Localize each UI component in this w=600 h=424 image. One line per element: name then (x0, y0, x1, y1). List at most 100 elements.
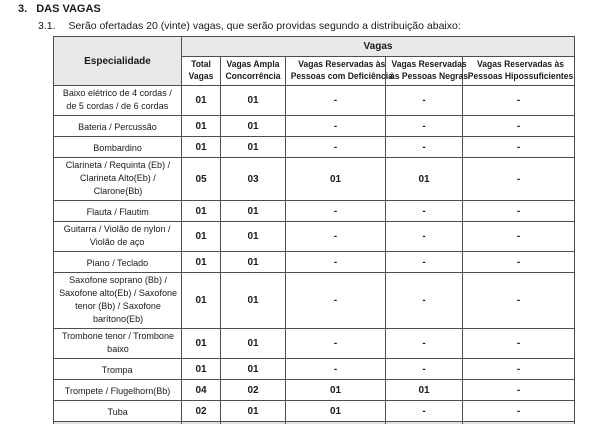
value-cell: 01 (181, 200, 221, 222)
table-row: Piano / Teclado 01 01 - - - (53, 251, 576, 273)
table-row: Guitarra / Violão de nylon / Violão de a… (53, 221, 576, 252)
value-cell: - (461, 379, 576, 401)
table-row: Bateria / Percussão 01 01 - - - (53, 115, 576, 137)
value-cell: 01 (220, 200, 286, 222)
table-row: Tuba 02 01 01 - - (53, 400, 576, 422)
value-cell: 05 (181, 157, 221, 201)
value-cell: - (461, 328, 576, 359)
value-cell: - (461, 157, 576, 201)
value-cell: - (385, 358, 463, 380)
value-cell: 01 (181, 221, 221, 252)
col-header-pessoas-hipossuficientes: Vagas Reservadas às Pessoas Hipossuficie… (461, 56, 576, 86)
clause: 3.1. Serão ofertadas 20 (vinte) vagas, q… (38, 20, 461, 32)
value-cell: - (461, 251, 576, 273)
value-cell: - (385, 200, 463, 222)
table-row: Trombone tenor / Trombone baixo 01 01 - … (53, 328, 576, 359)
especialidade-header: Especialidade (53, 36, 182, 86)
value-cell: - (385, 251, 463, 273)
value-cell: 01 (220, 85, 286, 116)
value-cell: 01 (285, 400, 386, 422)
value-cell: 01 (285, 157, 386, 201)
clause-text: Serão ofertadas 20 (vinte) vagas, que se… (68, 20, 461, 32)
value-cell: 01 (385, 157, 463, 201)
table-header-group-row: Especialidade Vagas (53, 36, 576, 86)
table-row: Trompete / Flugelhorn(Bb) 04 02 01 01 - (53, 379, 576, 401)
clause-number: 3.1. (38, 20, 56, 32)
specialty-label: Trompete / Flugelhorn(Bb) (64, 386, 171, 397)
specialty-cell: Trombone tenor / Trombone baixo (53, 328, 182, 359)
col-header-label: Vagas Reservadas às Pessoas com Deficiên… (290, 59, 393, 81)
table-row: Baixo elétrico de 4 cordas / de 5 cordas… (53, 85, 576, 116)
col-header-total-vagas: Total Vagas (181, 56, 221, 86)
value-cell: - (385, 115, 463, 137)
value-cell: 01 (181, 136, 221, 158)
value-cell: 01 (220, 272, 286, 329)
col-header-label: Total Vagas (188, 59, 214, 81)
table-row: Flauta / Flautim 01 01 - - - (53, 200, 576, 222)
col-header-ampla-concorrencia: Vagas Ampla Concorrência (220, 56, 286, 86)
value-cell: 01 (385, 379, 463, 401)
specialty-label: Trombone tenor / Trombone baixo (61, 331, 174, 355)
value-cell: - (461, 200, 576, 222)
value-cell: - (285, 115, 386, 137)
col-header-label: Vagas Ampla Concorrência (225, 59, 281, 81)
specialty-label: Bateria / Percussão (78, 122, 157, 133)
vacancies-table: Especialidade Vagas Total Vagas Vagas Am… (53, 36, 576, 424)
section-number: 3. (18, 3, 28, 15)
specialty-label: Guitarra / Violão de nylon / Violão de a… (64, 224, 171, 248)
value-cell: 01 (220, 328, 286, 359)
specialty-label: Piano / Teclado (86, 258, 149, 269)
specialty-label: Tuba (107, 407, 128, 418)
value-cell: 01 (285, 379, 386, 401)
value-cell: 01 (220, 136, 286, 158)
col-header-label: Vagas Reservadas às Pessoas Hipossuficie… (467, 59, 574, 81)
specialty-cell: Piano / Teclado (53, 251, 182, 273)
value-cell: 01 (181, 251, 221, 273)
specialty-label: Baixo elétrico de 4 cordas / de 5 cordas… (63, 88, 172, 112)
value-cell: - (285, 221, 386, 252)
value-cell: - (461, 136, 576, 158)
value-cell: - (461, 400, 576, 422)
value-cell: 02 (220, 379, 286, 401)
value-cell: - (285, 328, 386, 359)
specialty-cell: Bateria / Percussão (53, 115, 182, 137)
section-title: DAS VAGAS (36, 3, 101, 15)
value-cell: 01 (181, 328, 221, 359)
value-cell: - (461, 115, 576, 137)
value-cell: - (385, 136, 463, 158)
col-header-pessoas-negras: Vagas Reservadas às Pessoas Negras (385, 56, 468, 86)
value-cell: - (285, 200, 386, 222)
specialty-cell: Clarineta / Requinta (Eb) / Clarineta Al… (53, 157, 182, 201)
specialty-cell: Saxofone soprano (Bb) / Saxofone alto(Eb… (53, 272, 182, 329)
col-header-label: Vagas Reservadas às Pessoas Negras (390, 59, 469, 81)
value-cell: 01 (181, 115, 221, 137)
value-cell: - (285, 85, 386, 116)
totals-row: Totais 20 15 03 02 - (53, 421, 576, 424)
value-cell: 01 (181, 272, 221, 329)
specialty-cell: Flauta / Flautim (53, 200, 182, 222)
value-cell: 01 (220, 358, 286, 380)
value-cell: - (385, 272, 463, 329)
value-cell: - (385, 400, 463, 422)
totals-value-cell: - (461, 421, 576, 424)
table-header-row: Total Vagas Vagas Ampla Concorrência Vag… (54, 56, 576, 86)
col-header-pessoas-com-deficiencia: Vagas Reservadas às Pessoas com Deficiên… (285, 56, 393, 86)
value-cell: - (285, 358, 386, 380)
value-cell: - (461, 272, 576, 329)
value-cell: - (461, 85, 576, 116)
value-cell: - (285, 272, 386, 329)
value-cell: 01 (220, 251, 286, 273)
value-cell: 02 (181, 400, 221, 422)
value-cell: - (385, 328, 463, 359)
specialty-label: Flauta / Flautim (86, 207, 149, 218)
value-cell: - (461, 221, 576, 252)
specialty-label: Bombardino (93, 143, 142, 154)
specialty-cell: Tuba (53, 400, 182, 422)
value-cell: 01 (220, 400, 286, 422)
value-cell: - (385, 221, 463, 252)
value-cell: - (461, 358, 576, 380)
specialty-cell: Baixo elétrico de 4 cordas / de 5 cordas… (53, 85, 182, 116)
value-cell: 04 (181, 379, 221, 401)
value-cell: - (285, 251, 386, 273)
